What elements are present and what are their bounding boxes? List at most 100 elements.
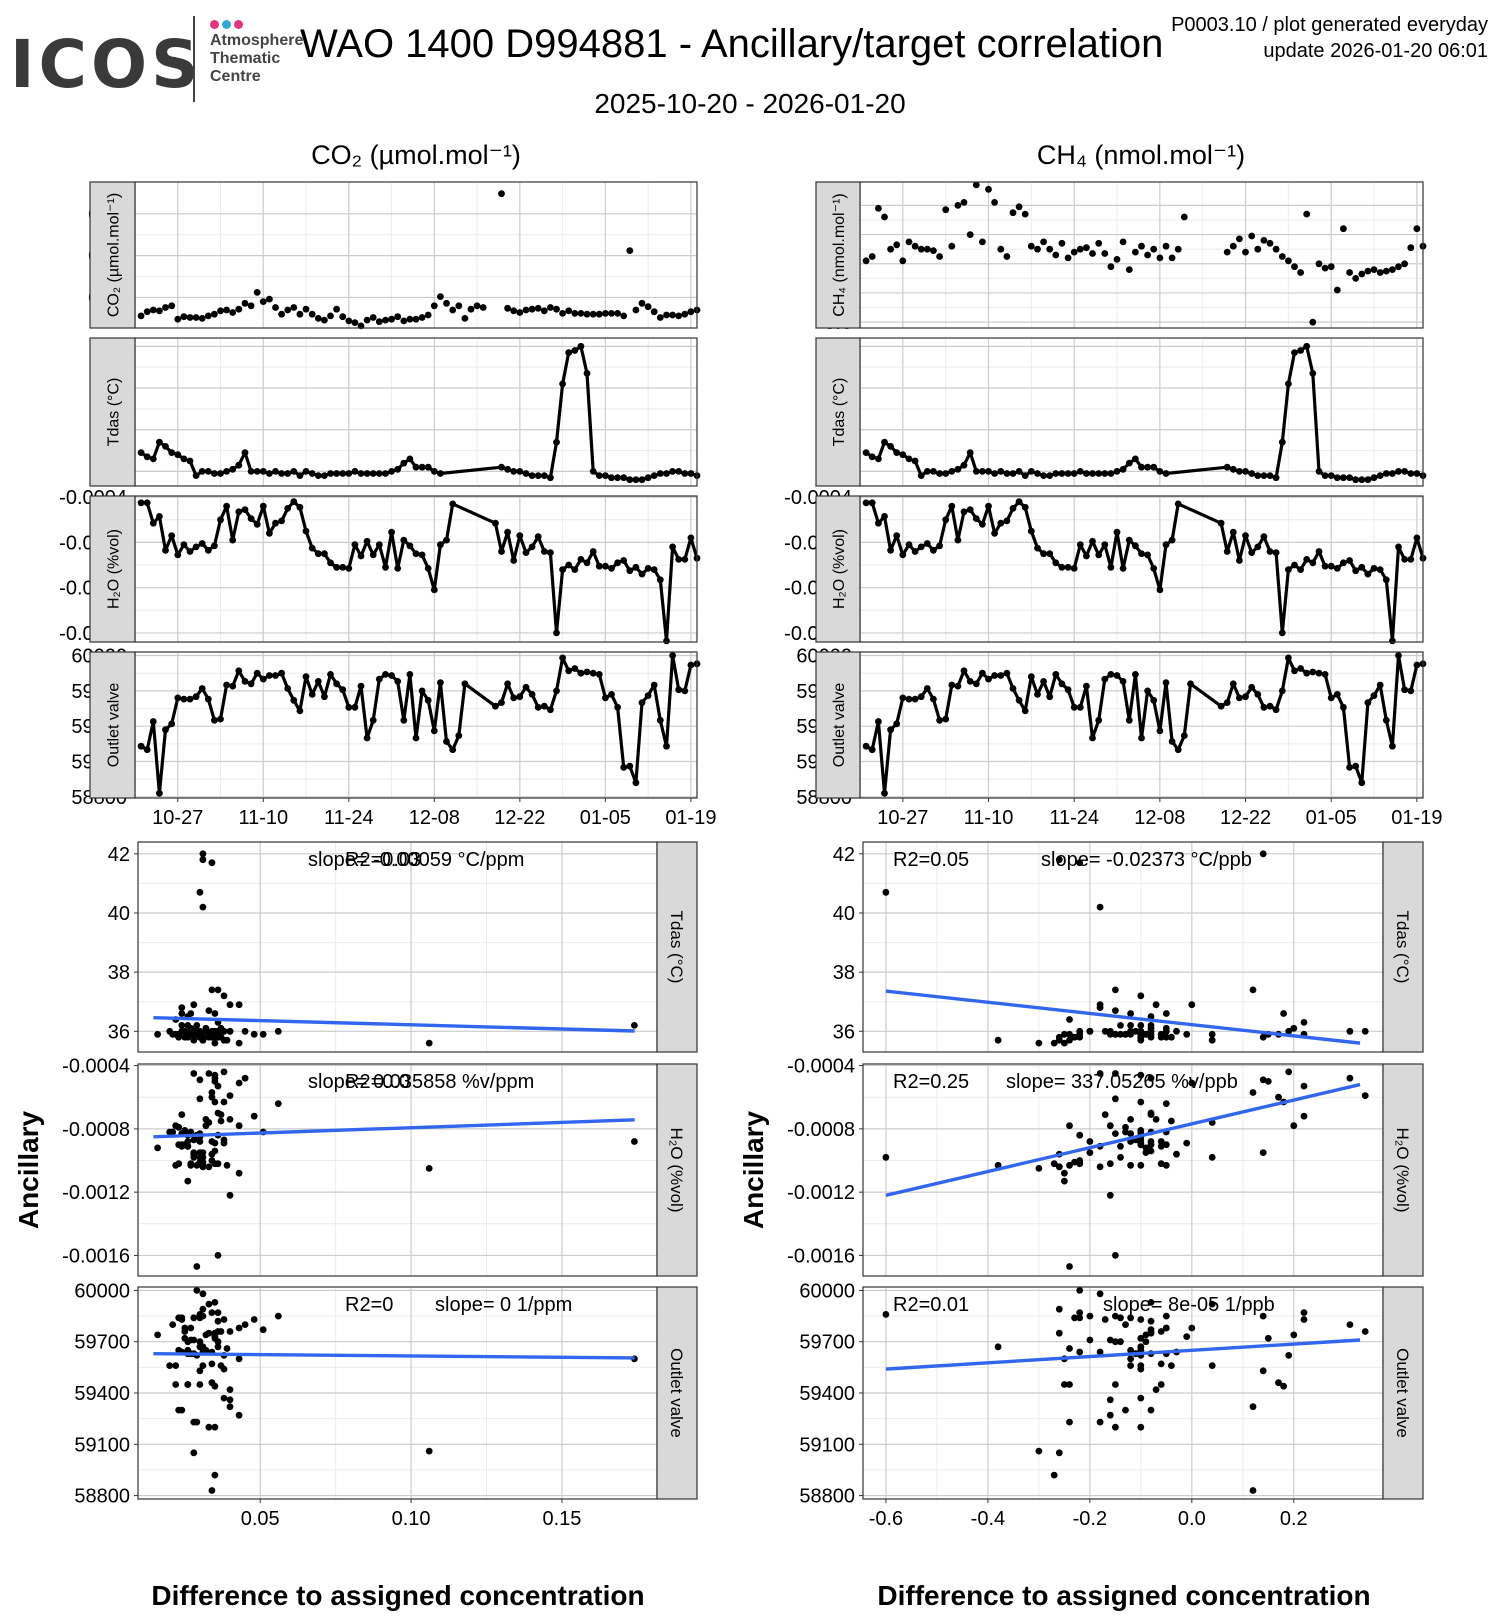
- data-point: [1034, 245, 1041, 253]
- data-point: [979, 669, 986, 677]
- scatter-point: [1346, 1321, 1354, 1328]
- scatter-point: [994, 1036, 1002, 1044]
- data-point: [547, 474, 554, 482]
- scatter-point: [1112, 1423, 1119, 1431]
- data-point: [1376, 472, 1384, 479]
- scatter-point: [235, 1001, 243, 1009]
- facet-strip-label: H₂O (%vol): [667, 1128, 686, 1213]
- data-point: [406, 671, 414, 678]
- data-point: [510, 694, 518, 702]
- data-point: [1070, 248, 1078, 256]
- scatter-point: [172, 1122, 180, 1130]
- data-point: [1009, 470, 1017, 477]
- data-point: [614, 310, 621, 317]
- data-point: [1303, 342, 1311, 350]
- scatter-point: [1112, 1007, 1119, 1014]
- data-point: [1260, 703, 1268, 711]
- scatter-point: [175, 1346, 183, 1354]
- data-point: [290, 468, 298, 475]
- data-point: [1089, 250, 1096, 257]
- data-point: [862, 257, 870, 265]
- data-point: [217, 715, 224, 723]
- data-point: [1309, 668, 1317, 676]
- data-point: [1058, 470, 1066, 477]
- r2-annotation: R2=0.0: [345, 1071, 410, 1093]
- data-point: [143, 746, 151, 754]
- scatter-point: [196, 1030, 204, 1038]
- data-point: [394, 313, 402, 321]
- scatter-point: [190, 1149, 198, 1156]
- data-point: [1364, 476, 1372, 484]
- data-point: [1144, 551, 1151, 559]
- data-point: [504, 304, 511, 312]
- scatter-point: [1137, 1334, 1145, 1342]
- scatter-point: [1071, 1314, 1078, 1322]
- scatter-point: [235, 1122, 243, 1130]
- data-point: [1162, 470, 1170, 477]
- data-point: [1242, 248, 1249, 256]
- data-point: [1315, 468, 1323, 475]
- data-point: [479, 304, 487, 311]
- data-point: [1260, 237, 1268, 244]
- data-point: [357, 470, 365, 477]
- data-point: [1297, 269, 1304, 276]
- data-point: [553, 629, 560, 637]
- data-point: [1138, 550, 1145, 558]
- data-point: [1138, 463, 1145, 471]
- data-point: [1229, 680, 1237, 688]
- y-tick-label: -0.0008: [787, 1119, 855, 1141]
- scatter-point: [1173, 1027, 1180, 1035]
- data-point: [1009, 209, 1017, 217]
- scatter-point: [1142, 1338, 1150, 1346]
- data-point: [504, 528, 511, 536]
- data-point: [290, 304, 298, 311]
- scatter-point: [1122, 1406, 1129, 1414]
- data-point: [1107, 671, 1115, 678]
- data-point: [942, 516, 950, 524]
- scatter-point: [1208, 1300, 1216, 1308]
- scatter-point: [1162, 1324, 1170, 1332]
- scatter-point: [235, 1079, 243, 1087]
- r2-annotation: R2=0: [345, 1294, 393, 1316]
- data-point: [351, 703, 359, 711]
- data-point: [1040, 472, 1047, 479]
- data-point: [351, 468, 359, 475]
- data-point: [1291, 263, 1298, 271]
- slope-annotation: slope= -0.02373 °C/ppb: [1041, 849, 1252, 871]
- data-point: [211, 310, 218, 318]
- y-axis-title: Ancillary: [13, 1110, 44, 1229]
- data-point: [449, 306, 457, 314]
- data-point: [443, 536, 450, 544]
- data-point: [1370, 266, 1378, 273]
- data-point: [186, 548, 194, 555]
- scatter-point: [1157, 1033, 1165, 1041]
- data-point: [899, 694, 907, 702]
- data-point: [1407, 687, 1415, 695]
- data-point: [675, 468, 683, 475]
- data-point: [1340, 474, 1347, 482]
- scatter-point: [1162, 1010, 1170, 1017]
- scatter-point: [274, 1312, 282, 1320]
- facet-strip: [89, 651, 136, 799]
- y-tick-label: -0.0008: [62, 1119, 130, 1141]
- data-point: [650, 308, 658, 316]
- data-point: [345, 565, 353, 572]
- data-point: [174, 315, 182, 323]
- scatter-point: [1152, 1001, 1160, 1009]
- data-point: [979, 238, 986, 246]
- logo-dots: [210, 16, 246, 34]
- scatter-point: [250, 1112, 258, 1120]
- data-point: [1046, 245, 1054, 253]
- scatter-point: [1162, 1024, 1170, 1032]
- y-tick-label: 58800: [799, 1486, 855, 1508]
- scatter-point: [184, 1030, 192, 1038]
- data-point: [1040, 678, 1047, 685]
- data-point: [1370, 474, 1378, 482]
- data-point: [614, 474, 621, 482]
- scatter-point: [1096, 1004, 1104, 1011]
- scatter-point: [223, 1345, 231, 1352]
- scatter-point: [220, 1139, 228, 1147]
- x-tick-label: 11-10: [238, 807, 288, 829]
- scatter-point: [1290, 1122, 1298, 1130]
- scatter-point: [425, 1039, 433, 1047]
